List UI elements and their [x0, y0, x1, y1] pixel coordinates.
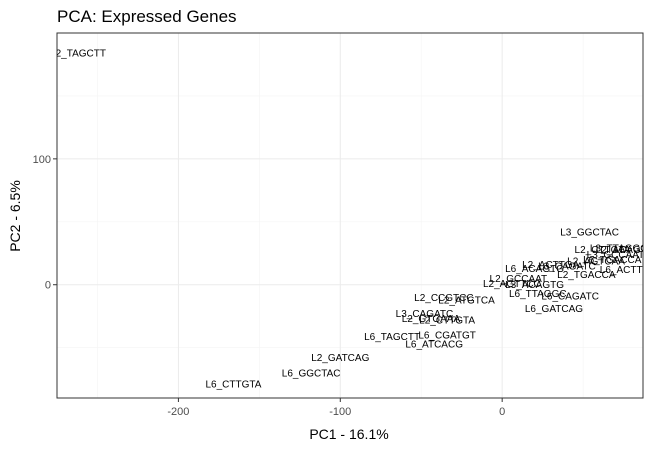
- sample-point-label: L6_CTTGTA: [205, 380, 261, 391]
- sample-point-label: L3_GCCAAT: [587, 250, 645, 261]
- sample-point-label: L2_ACAGTG: [596, 245, 650, 256]
- sample-point-label: L2_CTTGTA: [575, 245, 631, 256]
- sample-point-label: L3_CAGATC: [538, 261, 596, 272]
- x-tick-label: -200: [167, 406, 189, 418]
- sample-point-label: L6_GATCAG: [525, 304, 583, 315]
- sample-point-label: L2_ATGTCA: [438, 295, 495, 306]
- sample-point-label: L3_TTAGGC: [590, 244, 648, 255]
- plot-border: [56, 32, 644, 399]
- grid-layer: [57, 33, 643, 398]
- sample-point-label: L6_TGACCA: [583, 255, 642, 266]
- x-axis-title: PC1 - 16.1%: [309, 426, 388, 442]
- sample-point-label: L2_ACTTGA: [522, 260, 580, 271]
- sample-point-label: L6_TTAGGC: [509, 289, 567, 300]
- x-tick-label: 0: [499, 406, 505, 418]
- x-tick-label: -100: [329, 406, 351, 418]
- sample-point-label: L2_GTGAAA: [402, 314, 461, 325]
- sample-point-label: L2_GCCAAT: [490, 274, 548, 285]
- sample-point-label: L3_CAGATC: [396, 309, 454, 320]
- sample-point-label: L6_ACTTGA: [600, 265, 650, 276]
- y-tick-label: 0: [45, 280, 51, 292]
- sample-point-label: L6_CGATGT: [418, 331, 476, 342]
- sample-point-label: L2_TAGCTT: [50, 49, 106, 60]
- sample-point-label: L3_GGCTAC: [560, 227, 619, 238]
- sample-point-label: L2_AGTCAA: [567, 256, 625, 267]
- tick-layer: -200 -100 0 0 100: [33, 154, 506, 418]
- sample-point-label: L6_GGCTAC: [282, 368, 341, 379]
- sample-point-label: L2_CTTGTA: [419, 315, 475, 326]
- sample-point-label: L2_CCGTCC: [414, 293, 473, 304]
- sample-point-label: L2_AGTTCC: [483, 279, 541, 290]
- sample-point-label: L6_ATCACG: [405, 339, 463, 350]
- y-axis-title: PC2 - 6.5%: [7, 180, 23, 252]
- sample-point-label: L2_GATCAG: [311, 353, 369, 364]
- sample-point-label: L6_ACAGTG: [505, 264, 564, 275]
- sample-point-label: L3_ACAGTG: [505, 280, 564, 291]
- sample-point-label: L6_TAGCTT: [364, 332, 420, 343]
- sample-point-label: L6_CAGATC: [541, 292, 599, 303]
- chart-title: PCA: Expressed Genes: [57, 7, 237, 26]
- points-layer: L2_TAGCTTL3_GGCTACL2_CTTGTAL3_TTAGGCL2_A…: [50, 49, 650, 391]
- sample-point-label: L2_TGACCA: [557, 270, 616, 281]
- y-tick-label: 100: [33, 154, 51, 166]
